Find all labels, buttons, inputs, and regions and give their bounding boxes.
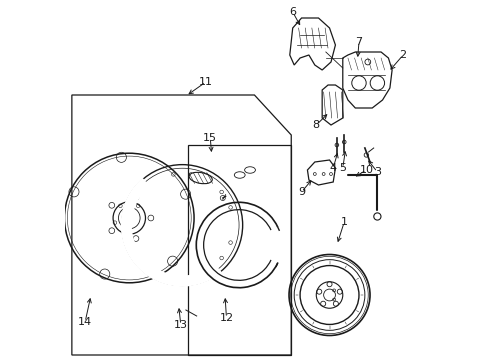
Bar [188, 145, 291, 355]
Text: 1: 1 [340, 217, 347, 227]
Text: 3: 3 [373, 167, 380, 177]
Text: 12: 12 [219, 313, 233, 323]
Text: 14: 14 [78, 317, 92, 327]
Text: 13: 13 [173, 320, 187, 330]
Ellipse shape [189, 172, 212, 184]
Text: 6: 6 [288, 7, 296, 17]
Text: 4: 4 [329, 163, 336, 173]
Text: 11: 11 [199, 77, 212, 87]
Text: 7: 7 [355, 37, 362, 47]
Text: 10: 10 [359, 165, 372, 175]
Text: 8: 8 [312, 120, 319, 130]
Text: 15: 15 [203, 133, 217, 143]
Text: 5: 5 [339, 163, 346, 173]
Text: 2: 2 [399, 50, 406, 60]
Text: 9: 9 [297, 187, 305, 197]
